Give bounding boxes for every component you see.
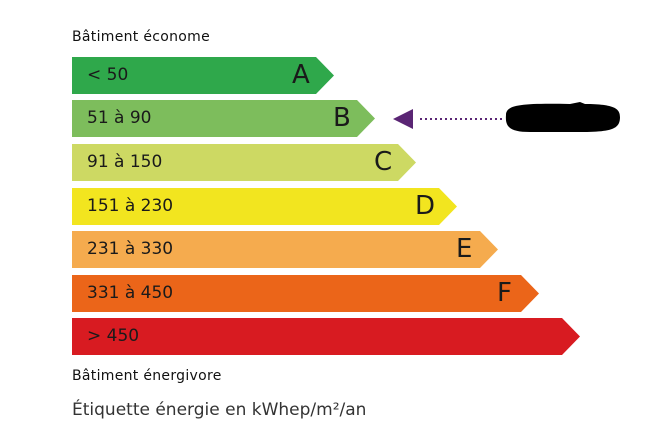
class-range: 331 à 450 <box>87 283 174 303</box>
energy-class-f: 331 à 450 F <box>72 275 539 312</box>
header-efficient: Bâtiment économe <box>72 29 210 45</box>
class-letter: C <box>374 147 393 177</box>
energy-class-g: > 450 <box>72 318 580 355</box>
energy-class-b: 51 à 90 B <box>72 100 375 137</box>
class-range: 91 à 150 <box>87 152 163 172</box>
rating-indicator <box>393 102 620 132</box>
class-range: 51 à 90 <box>87 108 152 128</box>
class-letter: E <box>456 234 473 264</box>
class-letter: D <box>415 191 436 221</box>
class-range: > 450 <box>87 326 140 346</box>
energy-class-d: 151 à 230 D <box>72 188 457 225</box>
class-range: 231 à 330 <box>87 239 174 259</box>
redacted-label <box>505 102 620 132</box>
energy-class-c: 91 à 150 C <box>72 144 416 181</box>
class-letter: B <box>333 103 351 133</box>
indicator-arrow-icon <box>393 109 413 129</box>
energy-class-e: 231 à 330 E <box>72 231 498 268</box>
class-letter: F <box>497 278 512 308</box>
class-letter: A <box>292 60 310 90</box>
class-range: 151 à 230 <box>87 196 174 216</box>
header-inefficient: Bâtiment énergivore <box>72 368 222 384</box>
class-range: < 50 <box>87 65 129 85</box>
energy-class-a: < 50 A <box>72 57 334 94</box>
unit-caption: Étiquette énergie en kWhep/m²/an <box>72 400 367 420</box>
